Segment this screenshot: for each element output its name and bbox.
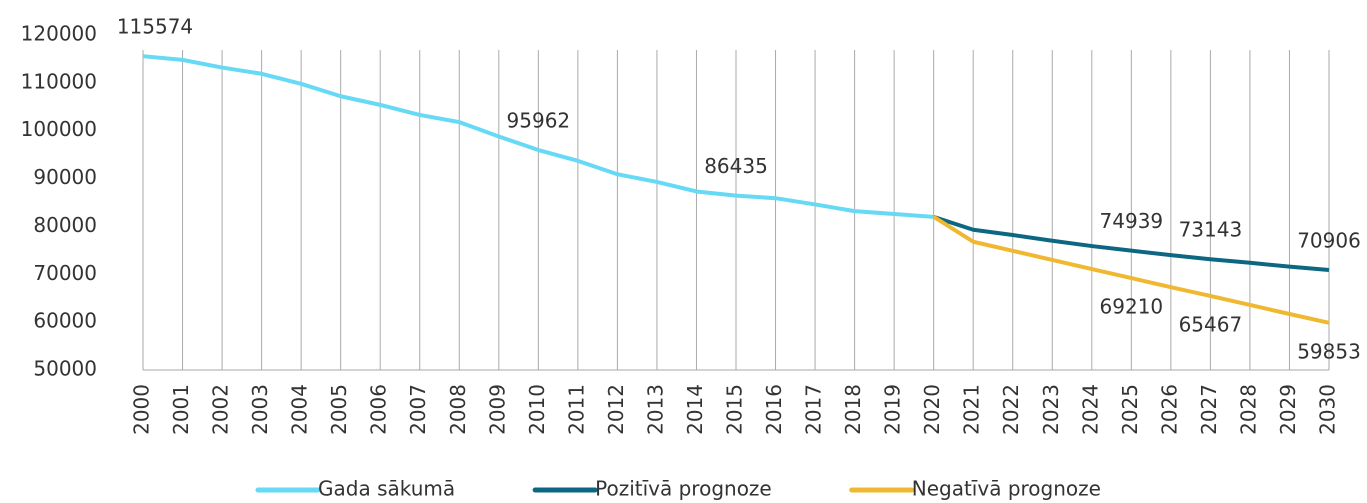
x-tick-label: 2023 [1039, 384, 1063, 435]
x-tick-label: 2006 [367, 384, 391, 435]
line-series [142, 54, 934, 219]
data-label: 74939 [1100, 209, 1164, 233]
y-tick-label: 100000 [21, 117, 97, 141]
x-tick-label: 2005 [327, 384, 351, 435]
data-label: 95962 [507, 109, 571, 133]
x-tick-label: 2018 [841, 384, 865, 435]
x-tick-label: 2009 [485, 384, 509, 435]
x-tick-label: 2007 [406, 384, 430, 435]
data-label: 73143 [1179, 218, 1243, 242]
line-series [933, 214, 1330, 272]
y-tick-label: 50000 [33, 357, 97, 381]
x-tick-label: 2012 [604, 384, 628, 435]
y-tick-label: 90000 [33, 165, 97, 189]
data-label: 86435 [704, 154, 768, 178]
data-label: 70906 [1297, 228, 1361, 252]
x-tick-label: 2013 [643, 384, 667, 435]
x-tick-label: 2011 [564, 384, 588, 435]
x-tick-label: 2010 [525, 384, 549, 435]
x-tick-label: 2020 [920, 384, 944, 435]
x-tick-label: 2022 [999, 384, 1023, 435]
x-tick-label: 2026 [1157, 384, 1181, 435]
x-tick-label: 2029 [1276, 384, 1300, 435]
data-label: 65467 [1179, 312, 1243, 336]
x-tick-label: 2014 [683, 384, 707, 435]
y-tick-label: 120000 [21, 22, 97, 46]
y-tick-label: 110000 [21, 69, 97, 93]
x-tick-label: 2015 [723, 384, 747, 435]
y-tick-label: 80000 [33, 213, 97, 237]
x-tick-label: 2016 [762, 384, 786, 435]
x-tick-label: 2003 [248, 384, 272, 435]
x-tick-label: 2028 [1236, 384, 1260, 435]
x-tick-label: 2017 [802, 384, 826, 435]
line-series [932, 215, 1330, 325]
x-tick-label: 2021 [960, 384, 984, 435]
legend-label: Gada sākumā [318, 477, 455, 501]
x-tick-label: 2025 [1118, 384, 1142, 435]
y-tick-label: 70000 [33, 261, 97, 285]
x-tick-label: 2030 [1316, 384, 1340, 435]
x-tick-label: 2019 [881, 384, 905, 435]
legend-label: Negatīvā prognoze [912, 477, 1101, 501]
x-tick-label: 2000 [130, 384, 154, 435]
data-label: 115574 [117, 15, 193, 39]
data-label: 59853 [1297, 339, 1361, 363]
x-tick-label: 2001 [169, 384, 193, 435]
y-tick-label: 60000 [33, 309, 97, 333]
x-tick-label: 2024 [1078, 384, 1102, 435]
x-tick-label: 2008 [446, 384, 470, 435]
x-tick-label: 2002 [209, 384, 233, 435]
legend-label: Pozitīvā prognoze [595, 477, 772, 501]
x-tick-label: 2004 [288, 384, 312, 435]
x-tick-label: 2027 [1197, 384, 1221, 435]
data-label: 69210 [1100, 295, 1164, 319]
